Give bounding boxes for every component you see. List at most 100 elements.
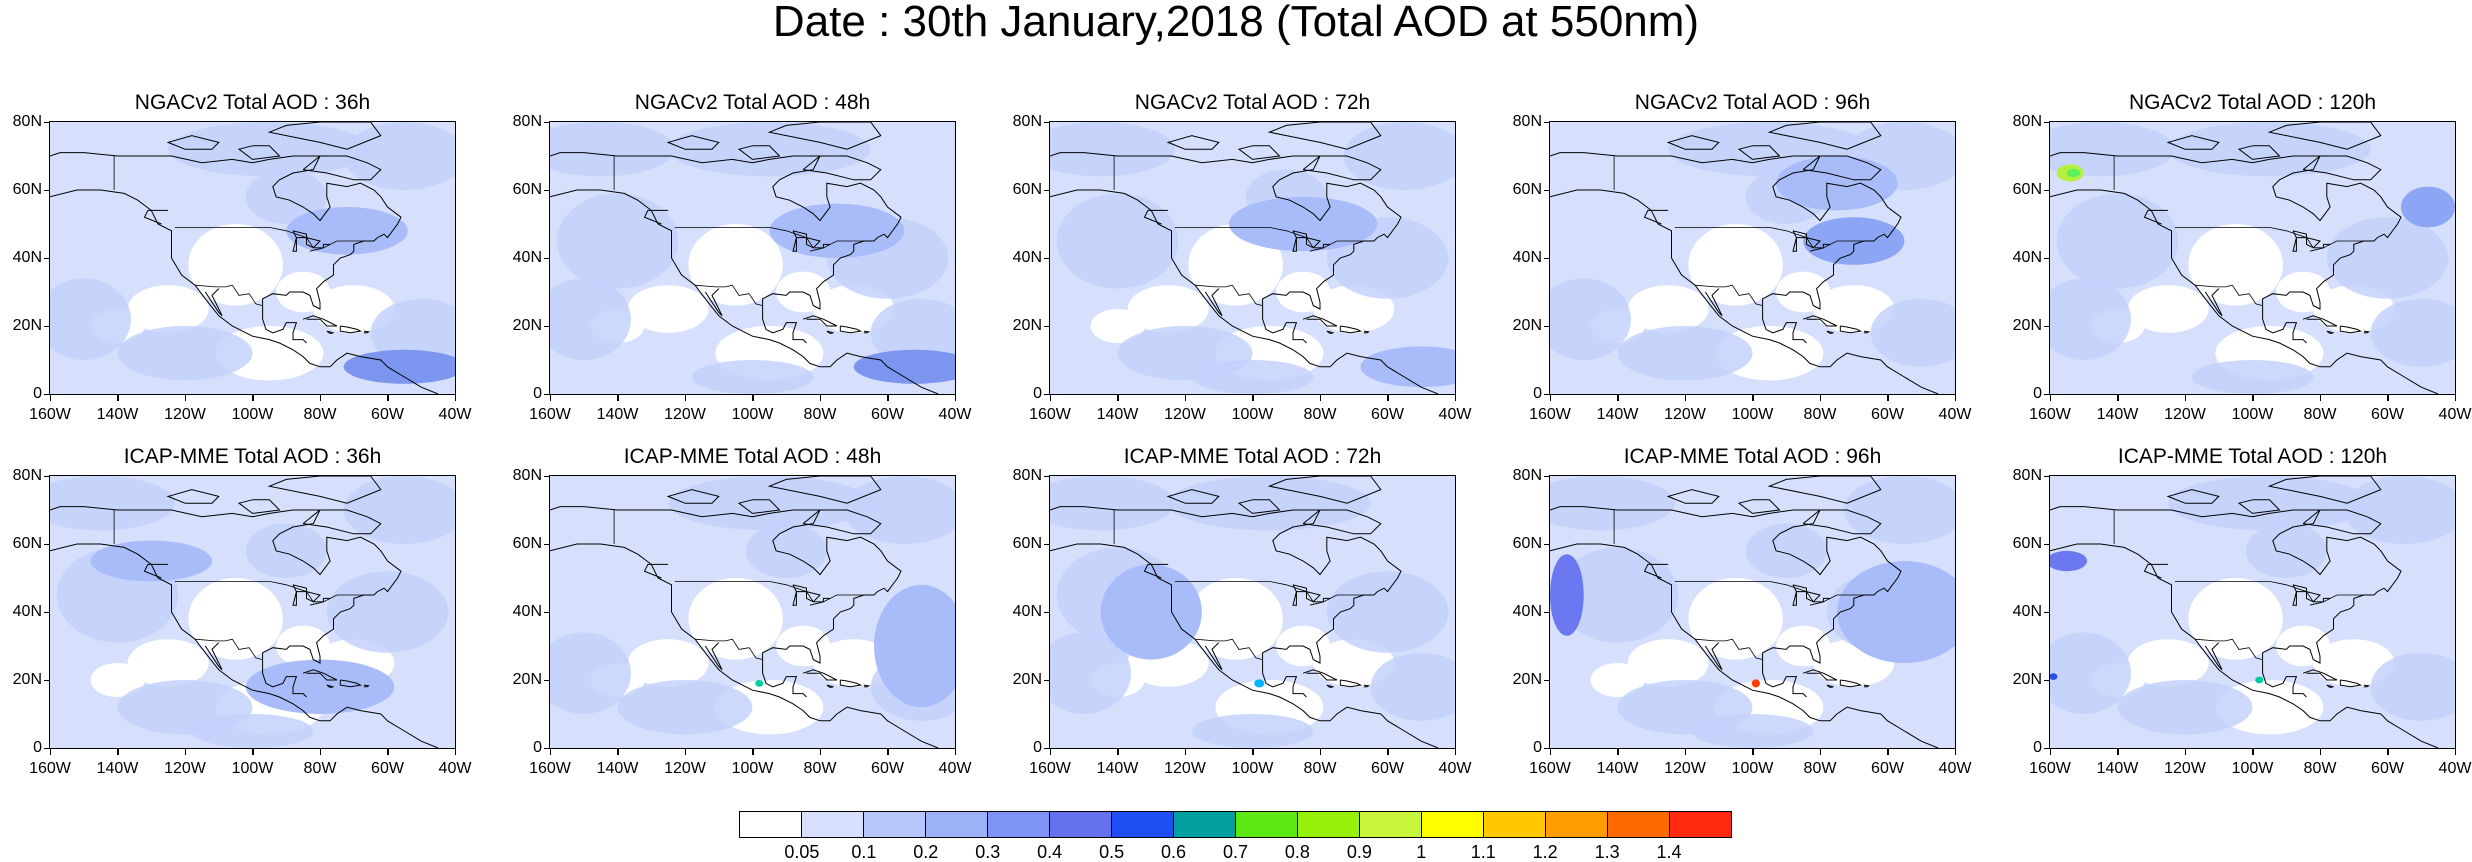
aod-region — [2245, 523, 2327, 578]
lon-tick-mark — [1184, 394, 1186, 401]
colorbar-swatch — [1360, 812, 1422, 837]
aod-feature — [874, 584, 955, 708]
coastline — [1326, 684, 1334, 689]
lat-tick-label: 60N — [2012, 181, 2042, 198]
low-aod-region — [1188, 578, 1283, 660]
colorbar-label: 1 — [1416, 842, 1427, 862]
lon-tick-mark — [1887, 394, 1889, 401]
aod-feature — [2050, 550, 2088, 572]
aod-region — [2168, 476, 2371, 531]
coastline — [1666, 135, 1720, 150]
lat-tick-label: 40N — [1012, 249, 1042, 266]
coastline — [863, 684, 870, 688]
coastline — [737, 499, 781, 514]
lon-tick-label: 60W — [871, 760, 904, 777]
lat-tick-label: 0 — [2033, 385, 2042, 402]
coastline — [2237, 145, 2281, 160]
lon-tick-mark — [549, 394, 551, 401]
lat-tick-label: 0 — [33, 739, 42, 756]
aod-region — [2326, 217, 2449, 299]
coastline — [1863, 684, 1870, 688]
lon-tick-mark — [1117, 394, 1119, 401]
coastline — [1826, 330, 1834, 335]
coastline — [1737, 499, 1781, 514]
aod-field — [1050, 476, 1455, 748]
lon-tick-mark — [684, 748, 686, 755]
coastline — [2326, 330, 2334, 335]
lon-tick-label: 120W — [664, 760, 706, 777]
lon-tick-mark — [1887, 748, 1889, 755]
lon-tick-label: 40W — [438, 760, 472, 777]
lon-tick-mark — [2184, 748, 2186, 755]
lon-tick-mark — [1184, 748, 1186, 755]
coastline — [1762, 659, 1807, 698]
lon-tick-label: 160W — [29, 406, 71, 423]
lat-tick-label: 20N — [2012, 317, 2042, 334]
coastline — [1237, 499, 1281, 514]
panel-title: ICAP-MME Total AOD : 36h — [123, 445, 382, 468]
lon-tick-label: 140W — [2096, 760, 2139, 777]
coastline — [809, 243, 831, 252]
lat-tick-label: 60N — [12, 535, 42, 552]
lat-tick-label: 40N — [512, 249, 542, 266]
country-border — [1195, 284, 1263, 306]
aod-region — [668, 476, 871, 531]
aod-feature — [2066, 168, 2081, 178]
lon-tick-mark — [184, 394, 186, 401]
aod-feature — [1228, 196, 1378, 252]
aod-region — [550, 278, 631, 360]
panel-title: NGACv2 Total AOD : 120h — [2128, 91, 2377, 114]
lat-tick-mark — [1044, 611, 1050, 613]
lon-tick-mark — [617, 394, 619, 401]
lon-tick-mark — [2184, 394, 2186, 401]
lon-tick-label: 40W — [1938, 760, 1972, 777]
coastline — [1292, 237, 1297, 252]
low-aod-region — [627, 285, 709, 333]
colorbar-swatch — [1298, 812, 1360, 837]
coastline — [1704, 288, 1723, 317]
low-aod-region — [1627, 639, 1709, 687]
coastline — [2309, 243, 2331, 252]
low-aod-region — [188, 578, 283, 660]
coastline — [2302, 155, 2382, 181]
lon-tick-label: 60W — [2371, 406, 2404, 423]
lon-tick-label: 100W — [2231, 406, 2274, 423]
aod-region — [1050, 632, 1131, 714]
lat-tick-mark — [2044, 543, 2050, 545]
coastline — [1792, 237, 1797, 252]
panel-title: ICAP-MME Total AOD : 48h — [623, 445, 882, 468]
coastline — [2309, 597, 2331, 606]
lat-tick-label: 0 — [1033, 385, 1042, 402]
lon-tick-label: 60W — [1371, 760, 1404, 777]
lat-tick-label: 40N — [12, 603, 42, 620]
lat-tick-label: 40N — [1512, 249, 1542, 266]
coastline — [1309, 597, 1331, 606]
lon-tick-label: 100W — [731, 406, 774, 423]
lat-tick-label: 40N — [1012, 603, 1042, 620]
country-border — [1695, 284, 1763, 306]
coastline — [143, 563, 169, 579]
lon-tick-label: 140W — [1096, 406, 1139, 423]
colorbar-label: 0.8 — [1284, 842, 1310, 862]
low-aod-region — [188, 224, 283, 306]
lon-tick-label: 160W — [1529, 760, 1571, 777]
aod-region — [1556, 547, 1679, 643]
coastline — [2143, 209, 2169, 225]
coastline — [326, 330, 334, 335]
coastline — [2204, 288, 2223, 317]
coastline — [704, 288, 723, 317]
lon-tick-mark — [319, 748, 321, 755]
coastline — [237, 499, 281, 514]
coastline — [302, 509, 382, 535]
coastline — [2292, 237, 2297, 252]
lon-tick-label: 120W — [1664, 406, 1706, 423]
lon-tick-mark — [1617, 394, 1619, 401]
coastline — [1363, 330, 1370, 334]
coastline — [1050, 152, 1402, 310]
aod-map — [1549, 121, 1956, 395]
aod-feature — [1836, 561, 1955, 663]
coastline — [1826, 684, 1834, 689]
aod-region — [1617, 326, 1753, 381]
lat-tick-label: 80N — [2012, 113, 2042, 130]
lon-tick-label: 80W — [1803, 406, 1837, 423]
